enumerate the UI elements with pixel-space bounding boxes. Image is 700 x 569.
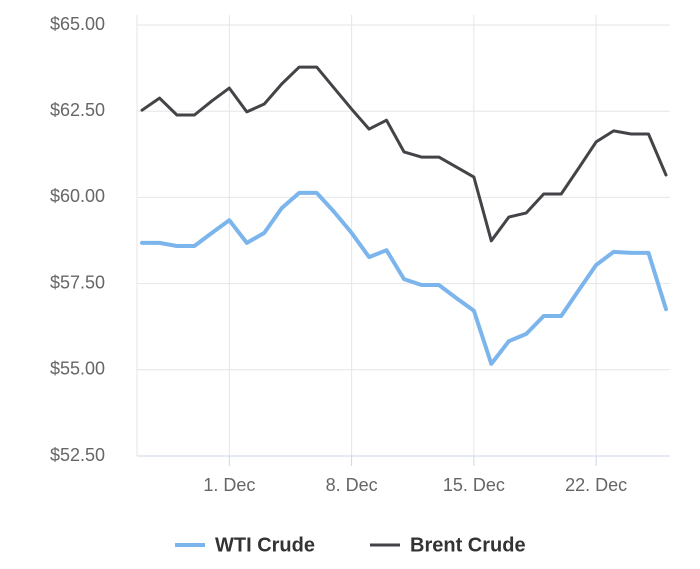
y-tick-label: $60.00 bbox=[50, 186, 105, 206]
x-tick-label: 8. Dec bbox=[326, 475, 378, 495]
x-tick-label: 15. Dec bbox=[443, 475, 505, 495]
legend-label: WTI Crude bbox=[215, 534, 315, 556]
x-tick-label: 22. Dec bbox=[565, 475, 627, 495]
y-tick-label: $57.50 bbox=[50, 272, 105, 292]
series-line bbox=[140, 65, 668, 243]
y-tick-label: $55.00 bbox=[50, 359, 105, 379]
x-tick-label: 1. Dec bbox=[203, 475, 255, 495]
y-tick-label: $62.50 bbox=[50, 100, 105, 120]
y-tick-label: $52.50 bbox=[50, 445, 105, 465]
legend-label: Brent Crude bbox=[410, 534, 526, 556]
series-line bbox=[140, 190, 668, 366]
y-tick-label: $65.00 bbox=[50, 14, 105, 34]
